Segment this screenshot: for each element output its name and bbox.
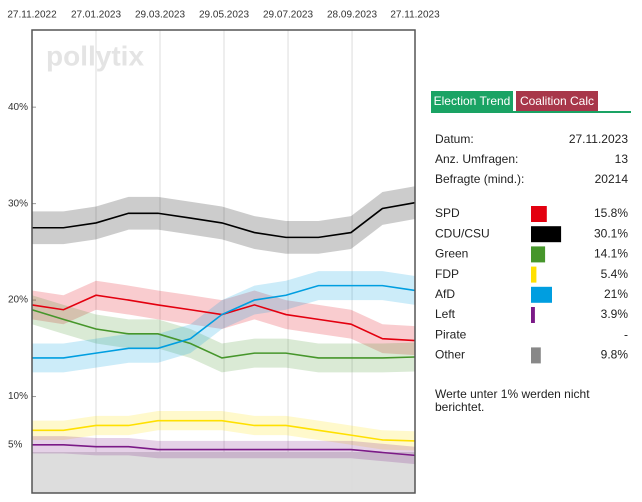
party-value: 15.8% bbox=[594, 206, 628, 220]
trend-line bbox=[32, 284, 416, 359]
confidence-band bbox=[32, 411, 415, 451]
party-name: Other bbox=[435, 348, 465, 362]
party-bar bbox=[531, 347, 541, 364]
party-name: Left bbox=[435, 307, 456, 321]
party-bar bbox=[531, 286, 552, 303]
tab[interactable] bbox=[431, 91, 513, 112]
party-value: 5.4% bbox=[601, 267, 629, 281]
y-tick-label: 5% bbox=[8, 439, 23, 450]
info-label: Anz. Umfragen: bbox=[435, 152, 518, 166]
note: berichtet. bbox=[435, 400, 484, 414]
tab-label: Election Trend bbox=[434, 94, 511, 108]
party-name: FDP bbox=[435, 267, 459, 281]
plot-frame bbox=[31, 29, 416, 494]
trend-line bbox=[32, 201, 416, 239]
x-tick-label: 29.07.2023 bbox=[263, 10, 313, 21]
trend-line bbox=[32, 443, 416, 457]
trend-line bbox=[32, 419, 416, 442]
party-value: 9.8% bbox=[601, 348, 629, 362]
info-value: 20214 bbox=[595, 172, 629, 186]
info-label: Befragte (mind.): bbox=[435, 172, 524, 186]
confidence-band bbox=[32, 186, 415, 254]
note: Werte unter 1% werden nicht bbox=[435, 387, 590, 401]
party-bar bbox=[531, 226, 562, 243]
y-tick-label: 30% bbox=[8, 198, 28, 209]
party-name: CDU/CSU bbox=[435, 226, 490, 240]
tab[interactable] bbox=[516, 91, 598, 112]
info-label: Datum: bbox=[435, 132, 474, 146]
info-value: 13 bbox=[615, 152, 629, 166]
x-tick-label: 27.11.2022 bbox=[7, 10, 57, 21]
party-bar bbox=[531, 266, 537, 283]
info-value: 27.11.2023 bbox=[569, 132, 628, 146]
party-name: Pirate bbox=[435, 327, 467, 341]
x-tick-label: 27.11.2023 bbox=[390, 10, 440, 21]
party-name: AfD bbox=[435, 287, 455, 301]
party-name: SPD bbox=[435, 206, 460, 220]
party-bar bbox=[531, 307, 535, 323]
y-tick-label: 40% bbox=[8, 102, 28, 113]
confidence-band bbox=[32, 271, 415, 373]
x-tick-label: 28.09.2023 bbox=[327, 10, 377, 21]
x-tick-label: 29.03.2023 bbox=[135, 10, 185, 21]
y-tick-label: 10% bbox=[8, 391, 28, 402]
party-value: 21% bbox=[604, 287, 628, 301]
party-name: Green bbox=[435, 247, 468, 261]
party-bar bbox=[531, 206, 547, 222]
confidence-band bbox=[32, 295, 415, 373]
party-value: - bbox=[624, 327, 628, 341]
trend-line bbox=[31, 308, 416, 359]
x-tick-label: 29.05.2023 bbox=[199, 10, 249, 21]
party-bar bbox=[531, 246, 546, 263]
party-value: 30.1% bbox=[594, 226, 628, 240]
party-value: 14.1% bbox=[594, 247, 628, 261]
watermark: pollytix bbox=[46, 40, 144, 71]
y-tick-label: 20% bbox=[8, 295, 28, 306]
x-tick-label: 27.01.2023 bbox=[71, 10, 121, 21]
tab-label: Coalition Calc bbox=[520, 94, 594, 108]
party-value: 3.9% bbox=[601, 307, 629, 321]
